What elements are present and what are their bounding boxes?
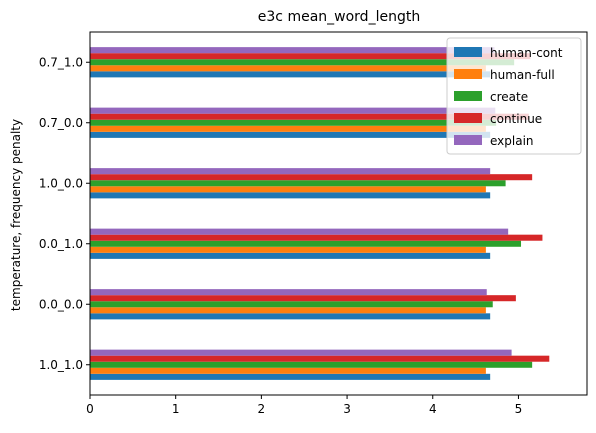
- bar-human-full-1.0_1.0: [90, 367, 486, 374]
- legend-swatch-create: [454, 91, 482, 101]
- bar-human-cont-0.7_0.0: [90, 131, 491, 138]
- y-tick-label: 0.0_0.0: [39, 297, 83, 311]
- x-tick-label: 1: [172, 402, 180, 416]
- legend-label-explain: explain: [490, 134, 534, 148]
- y-tick-label: 0.7_1.0: [39, 55, 83, 69]
- bar-continue-0.7_0.0: [90, 113, 529, 120]
- bar-continue-1.0_1.0: [90, 355, 550, 362]
- y-tick-label: 1.0_1.0: [39, 358, 83, 372]
- bar-human-cont-0.0_1.0: [90, 252, 491, 259]
- bar-create-0.0_0.0: [90, 301, 493, 308]
- bar-explain-0.0_0.0: [90, 289, 487, 296]
- bar-create-0.7_1.0: [90, 59, 515, 66]
- legend-label-create: create: [490, 90, 528, 104]
- bar-continue-1.0_0.0: [90, 174, 533, 181]
- bar-human-cont-1.0_1.0: [90, 373, 491, 380]
- axes-layer: 0 1 2 3 4 5 1.0_1.0 0.0_0.0 0.0_1.0 1.0_0.0 0.7_0.…: [39, 31, 588, 416]
- legend-swatch-human-cont: [454, 47, 482, 57]
- bar-human-cont-1.0_0.0: [90, 192, 491, 199]
- legend-swatch-explain: [454, 135, 482, 145]
- bar-human-cont-0.0_0.0: [90, 313, 491, 320]
- legend-swatch-human-full: [454, 69, 482, 79]
- legend-swatch-continue: [454, 113, 482, 123]
- x-tick-label: 0: [86, 402, 94, 416]
- legend-label-human-cont: human-cont: [490, 46, 563, 60]
- x-tick-label: 4: [429, 402, 437, 416]
- legend-label-human-full: human-full: [490, 68, 555, 82]
- legend-box: [446, 37, 582, 155]
- bar-human-full-0.7_0.0: [90, 125, 486, 132]
- y-tick-label: 1.0_0.0: [39, 176, 83, 190]
- x-tick-label: 3: [343, 402, 351, 416]
- bar-create-1.0_0.0: [90, 180, 506, 187]
- bar-human-full-0.0_0.0: [90, 307, 486, 314]
- bar-continue-0.0_0.0: [90, 295, 516, 302]
- y-tick-label: 0.7_0.0: [39, 116, 83, 130]
- bar-human-full-0.0_1.0: [90, 246, 486, 253]
- bar-create-0.7_0.0: [90, 119, 497, 126]
- bar-human-full-0.7_1.0: [90, 65, 486, 72]
- chart-title: e3c mean_word_length: [258, 9, 420, 25]
- bar-continue-0.7_1.0: [90, 53, 531, 60]
- bar-human-cont-0.7_1.0: [90, 71, 491, 78]
- x-tick-label: 2: [258, 402, 266, 416]
- bar-explain-0.7_1.0: [90, 47, 495, 54]
- y-tick-label: 0.0_1.0: [39, 237, 83, 251]
- y-axis-label: temperature, frequency penalty: [9, 119, 23, 311]
- bar-continue-0.0_1.0: [90, 234, 543, 241]
- bar-create-0.0_1.0: [90, 240, 522, 247]
- bar-explain-1.0_1.0: [90, 349, 512, 356]
- x-tick-label: 5: [515, 402, 523, 416]
- bar-create-1.0_1.0: [90, 361, 533, 368]
- bar-explain-0.7_0.0: [90, 107, 496, 114]
- legend: human-cont human-full create continue explai…: [446, 37, 582, 155]
- bars-layer: [90, 47, 550, 380]
- bar-human-full-1.0_0.0: [90, 186, 486, 193]
- plot-frame: [89, 31, 588, 396]
- legend-label-continue: continue: [490, 112, 542, 126]
- bar-explain-1.0_0.0: [90, 168, 491, 175]
- bar-explain-0.0_1.0: [90, 228, 509, 235]
